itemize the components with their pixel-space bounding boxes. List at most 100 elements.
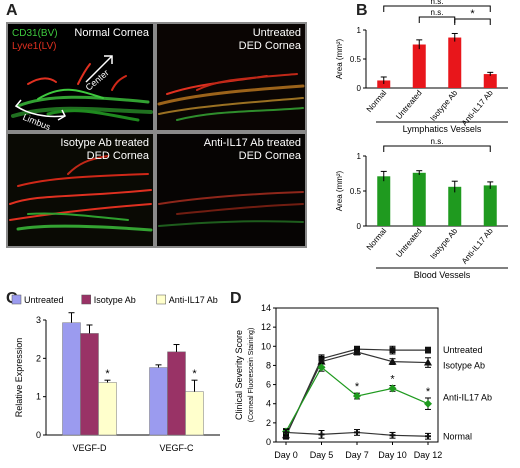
caption-untreated-2: DED Cornea: [238, 40, 301, 52]
x-tick-label: VEGF-C: [159, 443, 194, 453]
bar: [167, 351, 186, 436]
y-tick-label: 4: [266, 399, 271, 409]
x-tick-label: Isotype Ab: [428, 88, 459, 123]
y-tick-label: 3: [36, 315, 41, 325]
significance-bracket: [383, 145, 491, 152]
data-point: [389, 347, 396, 354]
data-point: [318, 431, 325, 438]
bar: [412, 44, 426, 88]
y-tick-label: 6: [266, 380, 271, 390]
data-point: [317, 357, 326, 365]
chart-lymphatics: 0 0.5 1 Area (mm²) Normal Untreated Isotype Ab…: [335, 0, 508, 134]
micrograph-isotype: Isotype Ab treated DED Cornea: [6, 132, 155, 248]
micrograph-isotype-image: [9, 155, 153, 232]
x-tick-label: Untreated: [394, 227, 423, 260]
plot-frame: [275, 307, 439, 443]
series-label: Anti-IL17 Ab: [443, 393, 492, 403]
chart-caption: Lymphatics Vessels: [403, 124, 482, 134]
bar: [98, 382, 117, 436]
significance-label: n.s.: [431, 8, 444, 17]
x-tick-label: Day 12: [414, 450, 443, 460]
series-label: Untreated: [443, 345, 483, 355]
significance-bracket: [418, 16, 456, 23]
bar: [412, 172, 426, 226]
x-tick-label: Untreated: [394, 89, 423, 122]
y-axis-label: Clinical Severity Score: [234, 330, 244, 420]
y-tick-label: 0.5: [350, 187, 362, 196]
bar: [377, 176, 391, 226]
series-label: Normal: [443, 431, 472, 441]
caption-isotype-1: Isotype Ab treated: [60, 137, 149, 149]
bar: [448, 37, 462, 88]
y-tick-label: 8: [266, 360, 271, 370]
bar: [80, 333, 99, 436]
significance-label: *: [426, 386, 431, 398]
bar: [448, 186, 462, 226]
series-label: Isotype Ab: [443, 361, 485, 371]
x-tick-label: Day 7: [345, 450, 369, 460]
bar: [483, 185, 497, 226]
y-tick-label: 1: [357, 152, 362, 161]
caption-isotype-2: DED Cornea: [86, 150, 149, 162]
significance-label: *: [105, 368, 110, 380]
significance-bracket: [383, 5, 491, 12]
y-tick-label: 10: [261, 341, 271, 351]
chart-caption: Blood Vessels: [414, 270, 471, 280]
legend-label: Isotype Ab: [94, 295, 136, 305]
y-axis-label: Area (mm²): [335, 170, 344, 211]
y-tick-label: 0.5: [350, 55, 362, 64]
data-point: [353, 348, 361, 356]
bar: [149, 367, 168, 436]
legend-label: Untreated: [24, 295, 64, 305]
y-tick-label: 0: [357, 84, 362, 93]
significance-label: *: [192, 368, 197, 380]
y-axis-sublabel: (Corneal Fluorescein Staining): [248, 328, 255, 423]
micrograph-antiil17-image: [158, 191, 304, 227]
panel-label-b: B: [356, 2, 368, 19]
significance-label: n.s.: [431, 0, 444, 6]
data-point: [389, 432, 396, 439]
y-tick-label: 0: [357, 222, 362, 231]
micrograph-normal: CD31(BV) Lyve1(LV) Normal Cornea Center …: [6, 22, 155, 132]
chart-blood-vessels: 0 0.5 1 Area (mm²) Normal Untreated Isotype Ab…: [335, 138, 508, 280]
x-tick-label: Normal: [365, 88, 389, 114]
bar: [185, 391, 204, 436]
bar: [483, 74, 497, 88]
bar: [62, 322, 81, 436]
x-tick-label: Day 5: [310, 450, 334, 460]
caption-antiil17-2: DED Cornea: [238, 150, 301, 162]
micrograph-normal-image: [11, 55, 153, 122]
x-tick-label: Isotype Ab: [428, 226, 459, 261]
micrograph-antiil17: Anti-IL17 Ab treated DED Cornea: [155, 132, 307, 248]
significance-label: n.s.: [431, 138, 444, 146]
micrograph-untreated: Untreated DED Cornea: [155, 22, 307, 132]
x-tick-label: Day 0: [274, 450, 298, 460]
y-tick-label: 2: [266, 418, 271, 428]
data-point: [353, 392, 361, 401]
y-tick-label: 0: [36, 430, 41, 440]
panel-label-a: A: [6, 2, 18, 19]
chart-relative-expression: 0 1 2 3 Relative Expression Untreated Isotype …: [11, 294, 220, 453]
x-tick-label: Day 10: [378, 450, 407, 460]
data-point: [388, 384, 397, 393]
x-tick-label: Anti-IL17 Ab: [460, 226, 495, 266]
caption-antiil17-1: Anti-IL17 Ab treated: [203, 137, 301, 149]
data-point: [425, 433, 431, 440]
data-point: [425, 347, 431, 354]
caption-normal: Normal Cornea: [74, 27, 149, 39]
y-tick-label: 14: [261, 303, 271, 313]
x-tick-label: VEGF-D: [72, 443, 107, 453]
y-axis-label: Relative Expression: [14, 338, 24, 418]
legend-swatch: [156, 294, 166, 305]
data-point: [354, 429, 360, 436]
significance-label: *: [355, 381, 360, 393]
data-point: [424, 358, 432, 366]
panel-label-d: D: [230, 290, 242, 307]
legend-swatch: [11, 294, 22, 305]
legend-swatch: [81, 294, 91, 305]
micrograph-untreated-image: [157, 73, 305, 121]
x-tick-label: Normal: [365, 226, 389, 252]
y-tick-label: 12: [261, 322, 271, 332]
bar: [377, 80, 391, 88]
data-point: [283, 429, 289, 436]
